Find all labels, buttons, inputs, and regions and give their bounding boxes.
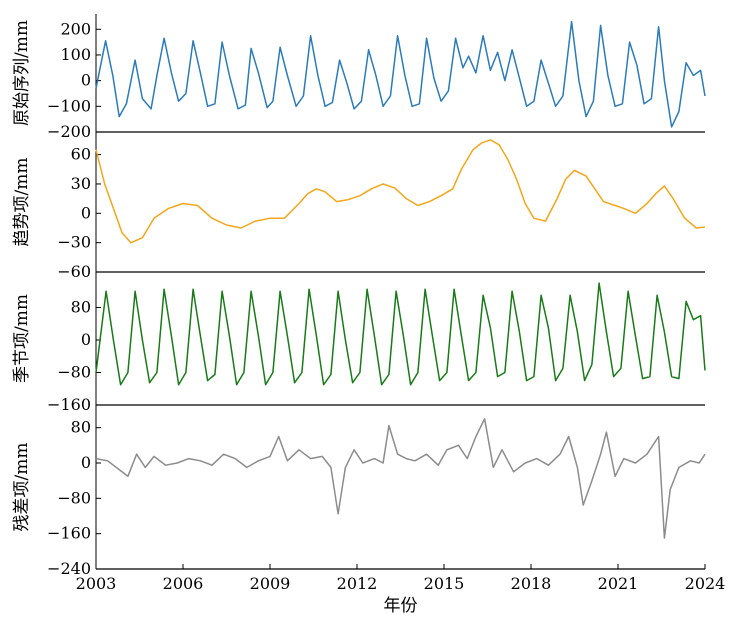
y-tick-label: 0 [81, 71, 91, 90]
y-axis-title-original: 原始序列/mm [12, 20, 32, 126]
y-tick-label: 60 [71, 145, 91, 164]
y-tick-label: −60 [57, 262, 91, 281]
y-tick-label: 200 [60, 19, 91, 38]
series-line-original [95, 20, 706, 128]
y-tick-label: 100 [60, 45, 91, 64]
x-tick-label: 2006 [163, 574, 204, 593]
y-tick-label: 30 [71, 174, 91, 193]
x-tick-label: 2024 [685, 574, 726, 593]
x-tick-label: 2012 [337, 574, 378, 593]
y-tick-label: 0 [81, 453, 91, 472]
x-tick-label: 2021 [598, 574, 639, 593]
y-tick-label: 80 [71, 418, 91, 437]
y-axis-title-residual: 残差项/mm [12, 443, 32, 532]
y-tick-label: −100 [47, 96, 91, 115]
x-tick-label: 2009 [250, 574, 291, 593]
y-tick-label: 0 [81, 330, 91, 349]
y-tick-label: 80 [71, 297, 91, 316]
series-line-residual [95, 418, 706, 539]
series-line-trend [95, 139, 706, 244]
y-tick-label: −160 [47, 524, 91, 543]
y-tick-label: −160 [47, 395, 91, 414]
y-tick-label: −200 [47, 122, 91, 141]
x-tick-label: 2015 [424, 574, 465, 593]
y-axis-title-trend: 趋势项/mm [12, 158, 32, 247]
y-tick-label: −80 [57, 362, 91, 381]
y-tick-label: −80 [57, 488, 91, 507]
x-axis-title: 年份 [384, 596, 418, 616]
y-axis-title-seasonal: 季节项/mm [12, 294, 32, 383]
x-tick-label: 2003 [76, 574, 117, 593]
y-tick-label: −30 [57, 233, 91, 252]
y-tick-label: 0 [81, 203, 91, 222]
series-line-seasonal [95, 282, 706, 386]
y-tick-label: −240 [47, 559, 91, 578]
x-tick-label: 2018 [511, 574, 552, 593]
